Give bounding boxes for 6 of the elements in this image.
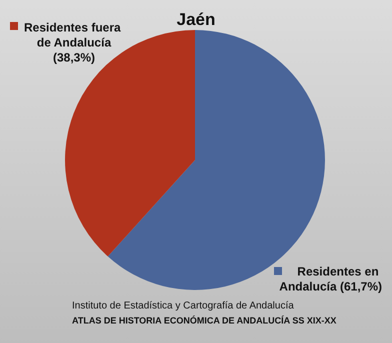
data-label: (38,3%): [52, 50, 96, 64]
legend-label: Residentes en Andalucía (61,7%): [279, 264, 382, 294]
text: ATLAS DE HISTORIA ECONÓMICA DE ANDALUCÍA SS XIX-XX: [72, 316, 336, 326]
text: Instituto de Estadística y Cartografía de Andalucía: [72, 300, 294, 312]
chart-title: Jaén: [176, 10, 216, 29]
legend-label: Residentes fuera de Andalucía: [24, 20, 124, 50]
